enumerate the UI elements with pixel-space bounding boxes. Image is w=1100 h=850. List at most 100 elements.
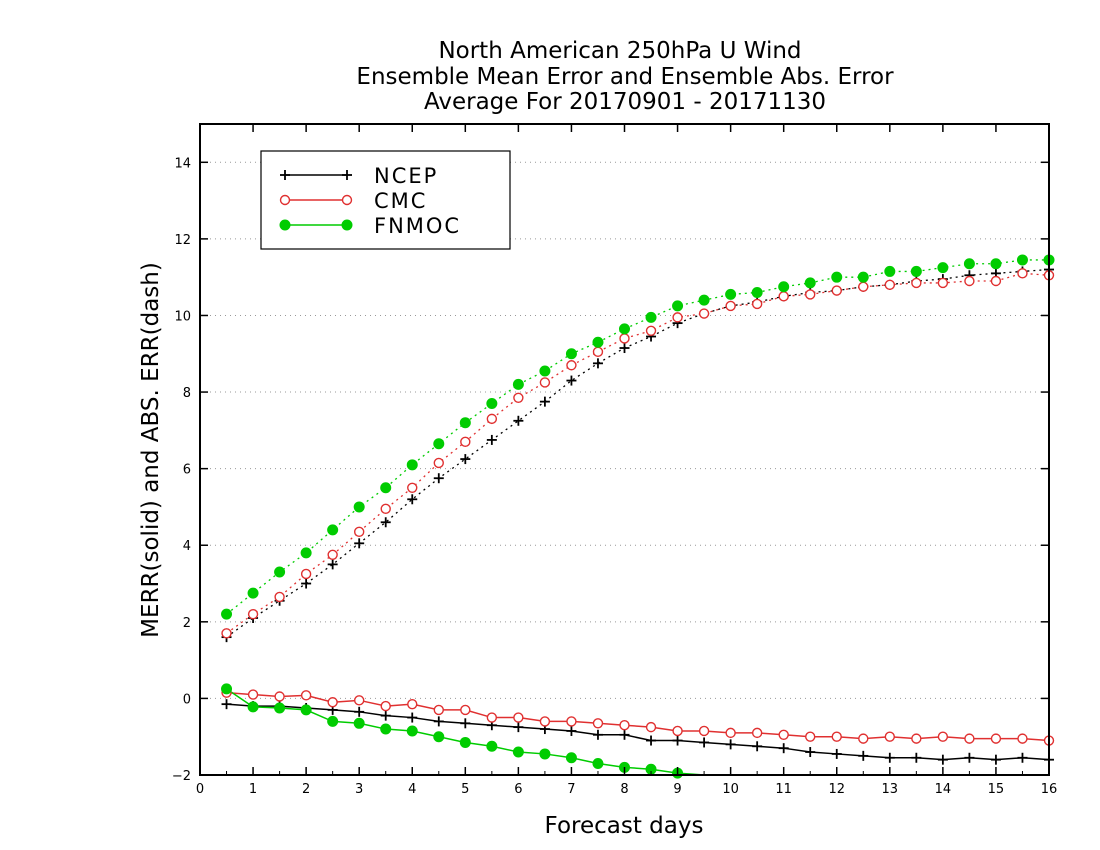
x-tick-label: 4 <box>408 782 416 797</box>
mean-err-point-cmc <box>460 704 471 716</box>
mean-err-point-ncep <box>884 752 895 763</box>
mean-err-point-ncep <box>911 752 922 763</box>
x-tick-label: 8 <box>620 782 628 797</box>
abs-err-point-ncep <box>407 494 418 505</box>
mean-err-point-fnmoc <box>592 758 604 770</box>
y-axis-label: MERR(solid) and ABS. ERR(dash) <box>138 262 164 638</box>
y-tick-label: 0 <box>183 692 191 707</box>
y-tick-label: 2 <box>183 616 191 631</box>
abs-err-point-cmc <box>778 291 789 302</box>
abs-err-point-fnmoc <box>619 323 630 335</box>
mean-err-point-cmc <box>911 733 922 744</box>
abs-err-point-fnmoc <box>592 336 604 348</box>
x-tick-label: 10 <box>722 782 739 797</box>
x-tick-label: 2 <box>302 782 310 797</box>
y-tick-label: 10 <box>174 309 191 324</box>
abs-err-point-fnmoc <box>380 482 392 494</box>
legend-items <box>279 170 353 231</box>
legend-marker-ncep <box>280 170 290 180</box>
abs-err-point-fnmoc <box>353 501 365 513</box>
mean-err-point-ncep <box>513 722 524 733</box>
abs-err-point-fnmoc <box>751 286 763 298</box>
mean-err-line-ncep <box>226 703 1050 761</box>
mean-err-point-cmc <box>566 716 577 727</box>
mean-err-point-cmc <box>1017 733 1028 744</box>
abs-err-point-ncep <box>592 358 603 369</box>
abs-err-line-fnmoc <box>226 259 1049 615</box>
abs-err-point-fnmoc <box>486 398 498 410</box>
x-tick-label: 0 <box>196 782 204 797</box>
mean-err-point-cmc <box>725 727 736 739</box>
mean-err-point-cmc <box>274 691 285 702</box>
abs-err-point-fnmoc <box>963 258 975 270</box>
mean-err-point-cmc <box>486 712 498 723</box>
abs-err-point-ncep <box>354 538 365 549</box>
y-tick-label: −2 <box>172 769 191 784</box>
mean-err-point-fnmoc <box>247 701 259 713</box>
abs-err-point-cmc <box>672 312 683 323</box>
mean-err-point-fnmoc <box>565 752 577 764</box>
abs-err-point-cmc <box>513 392 524 404</box>
abs-err-point-fnmoc <box>831 271 843 283</box>
mean-err-point-cmc <box>353 695 365 706</box>
abs-err-point-fnmoc <box>300 547 312 559</box>
legend-marker-ncep <box>342 170 352 180</box>
mean-err-point-fnmoc <box>486 740 498 752</box>
abs-err-point-fnmoc <box>539 365 551 377</box>
chart-title: North American 250hPa U Wind Ensemble Me… <box>356 38 894 115</box>
x-tick-label: 6 <box>514 782 522 797</box>
abs-err-point-cmc <box>592 346 604 358</box>
mean-err-line-fnmoc <box>226 688 705 776</box>
abs-err-point-cmc <box>805 289 816 300</box>
mean-err-point-ncep <box>407 712 418 723</box>
abs-err-point-cmc <box>407 482 418 493</box>
legend-label-fnmoc: FNMOC <box>374 214 461 238</box>
mean-err-point-ncep <box>990 754 1001 765</box>
abs-err-point-fnmoc <box>645 311 657 323</box>
y-tick-label: 12 <box>174 233 191 248</box>
legend-label-cmc: CMC <box>374 189 427 213</box>
abs-err-point-cmc <box>460 436 471 448</box>
x-tick-label: 3 <box>355 782 363 797</box>
mean-err-point-ncep <box>433 716 444 727</box>
mean-err-point-cmc <box>645 721 657 733</box>
mean-err-point-fnmoc <box>380 723 392 735</box>
mean-err-point-fnmoc <box>300 704 312 716</box>
abs-err-point-cmc <box>566 360 577 371</box>
legend: NCEP CMC FNMOC <box>260 150 511 250</box>
y-tick-label: 14 <box>174 156 191 171</box>
abs-err-point-cmc <box>937 277 949 289</box>
abs-err-point-cmc <box>725 300 736 312</box>
abs-err-line-cmc <box>226 272 1050 634</box>
abs-err-point-ncep <box>513 415 524 426</box>
abs-err-point-cmc <box>858 281 869 292</box>
mean-err-point-cmc <box>831 731 842 742</box>
mean-err-point-fnmoc <box>406 725 418 737</box>
abs-err-point-cmc <box>353 526 365 538</box>
legend-marker-fnmoc <box>341 219 353 231</box>
mean-err-point-ncep <box>937 754 948 765</box>
abs-err-point-cmc <box>247 608 259 620</box>
abs-err-point-fnmoc <box>406 459 418 471</box>
mean-err-point-ncep <box>699 737 710 748</box>
title-line-3: Average For 20170901 - 20171130 <box>424 89 826 115</box>
abs-err-point-cmc <box>300 568 312 580</box>
abs-err-point-cmc <box>831 285 842 296</box>
abs-err-point-cmc <box>619 333 630 344</box>
abs-err-point-fnmoc <box>565 348 577 360</box>
mean-err-point-fnmoc <box>221 683 233 695</box>
abs-err-point-cmc <box>911 277 922 289</box>
mean-err-point-ncep <box>619 729 630 740</box>
abs-err-point-fnmoc <box>804 277 816 289</box>
mean-err-point-cmc <box>964 733 975 744</box>
x-tick-label: 12 <box>828 782 845 797</box>
mean-err-point-ncep <box>566 725 577 736</box>
mean-err-point-fnmoc <box>459 736 471 748</box>
abs-err-point-cmc <box>884 279 896 291</box>
mean-err-point-cmc <box>247 689 259 700</box>
x-tick-label: 16 <box>1041 782 1058 797</box>
abs-err-point-fnmoc <box>1016 254 1028 266</box>
mean-err-point-cmc <box>433 704 444 716</box>
abs-err-point-fnmoc <box>459 417 471 429</box>
